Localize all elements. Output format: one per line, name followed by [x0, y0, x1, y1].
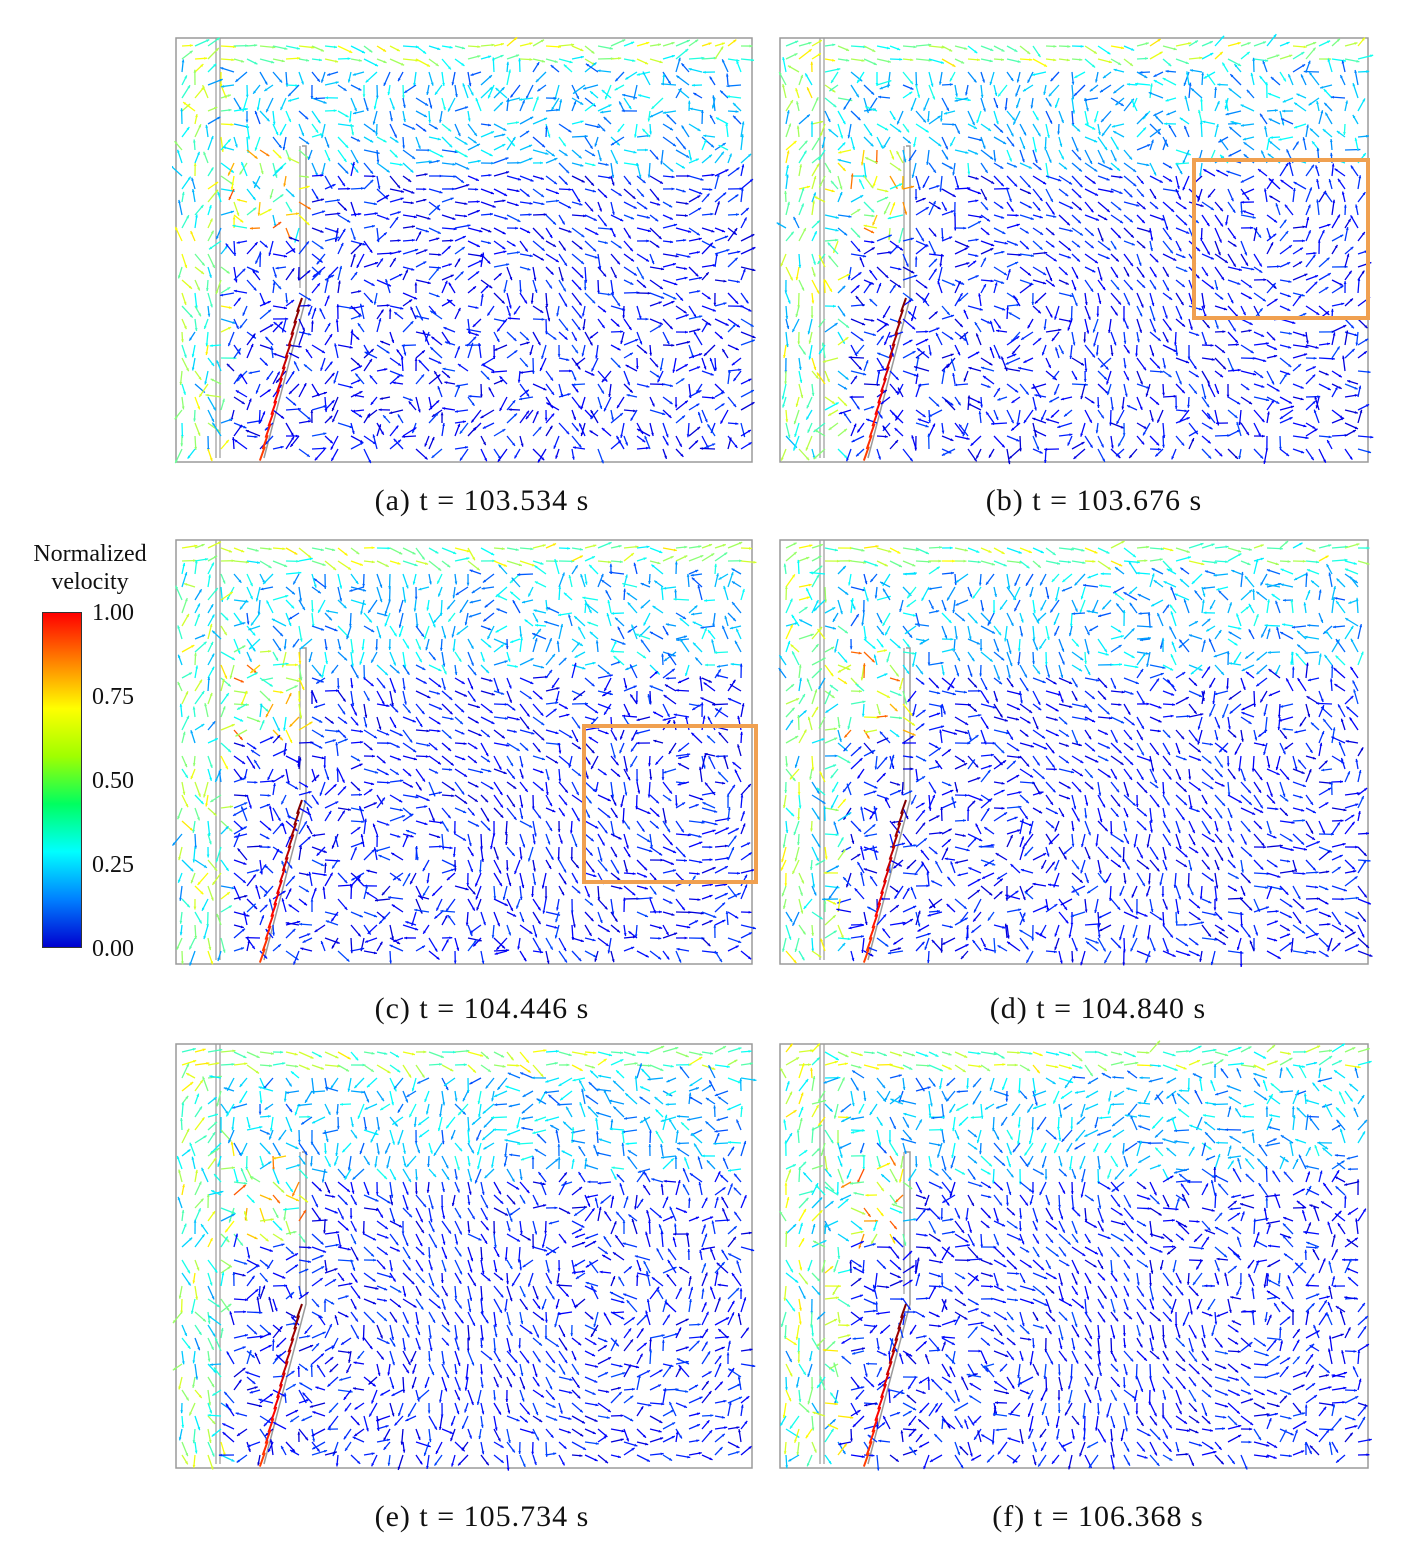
colorbar-tick-0.75: 0.75: [92, 684, 134, 710]
caption-a: (a) t = 103.534 s: [374, 484, 590, 517]
highlight-box: [1192, 158, 1370, 320]
velocity-field-panel-f: [776, 1036, 1388, 1476]
velocity-vectors: [172, 1045, 757, 1471]
highlight-box: [582, 724, 758, 884]
cavity-walls: [175, 37, 753, 463]
vector-field-plot-f: [779, 1040, 1372, 1471]
colorbar-tick-0.25: 0.25: [92, 852, 134, 878]
velocity-vectors: [779, 1040, 1372, 1471]
caption-b: (b) t = 103.676 s: [985, 484, 1203, 517]
inclined-wall-jet: [862, 297, 907, 461]
vector-field-plot-a: [172, 36, 756, 464]
velocity-vectors: [172, 541, 757, 966]
inclined-wall-jet: [258, 799, 303, 963]
vector-field-plot-c: [172, 539, 758, 966]
cavity-walls: [175, 539, 753, 965]
caption-e: (e) t = 105.734 s: [374, 1500, 590, 1533]
colorbar-gradient: [42, 612, 82, 948]
vector-field-plot-b: [776, 33, 1374, 465]
legend-title-line1: Normalized: [33, 541, 147, 567]
inclined-wall-jet: [862, 1303, 907, 1467]
inclined-wall-jet: [258, 1303, 303, 1467]
cavity-walls: [779, 1043, 1369, 1469]
caption-f: (f) t = 106.368 s: [992, 1500, 1204, 1533]
colorbar-tick-0.50: 0.50: [92, 768, 134, 794]
velocity-vectors: [172, 36, 756, 464]
velocity-field-panel-e: [172, 1036, 772, 1476]
legend-title-line2: velocity: [51, 569, 129, 595]
caption-d: (d) t = 104.840 s: [989, 992, 1207, 1025]
inclined-wall-jet: [862, 799, 907, 963]
vector-field-plot-d: [778, 539, 1373, 967]
cavity-walls: [779, 37, 1369, 463]
cavity-walls: [779, 539, 1369, 965]
velocity-vectors: [778, 540, 1373, 967]
colorbar-tick-0.00: 0.00: [92, 936, 134, 962]
velocity-vectors: [776, 33, 1374, 465]
velocity-field-panel-c: [172, 532, 772, 972]
caption-c: (c) t = 104.446 s: [374, 992, 590, 1025]
velocity-field-panel-d: [776, 532, 1388, 972]
velocity-colorbar-legend: Normalized velocity 1.00 0.75 0.50 0.25 …: [10, 540, 170, 980]
colorbar-tick-1.00: 1.00: [92, 600, 134, 626]
inclined-wall-jet: [258, 297, 303, 461]
velocity-field-panel-a: [172, 30, 772, 470]
velocity-field-panel-b: [776, 30, 1388, 470]
vector-field-plot-e: [172, 1043, 757, 1471]
